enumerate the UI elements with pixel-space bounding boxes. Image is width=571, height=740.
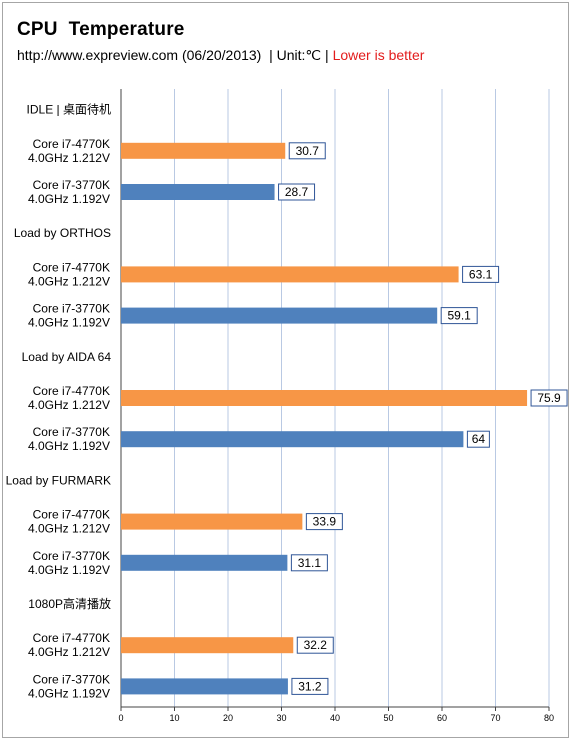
category-label: Core i7-3770K <box>33 425 110 439</box>
x-tick-label: 30 <box>276 713 286 723</box>
data-label-box <box>305 513 343 531</box>
chart-title: CPU Temperature <box>17 19 185 40</box>
data-label: 59.1 <box>448 309 472 323</box>
category-label: 4.0GHz 1.192V <box>28 686 110 700</box>
category-label: 4.0GHz 1.212V <box>28 645 110 659</box>
category-label: Core i7-3770K <box>33 302 110 316</box>
category-label: Core i7-4770K <box>33 384 110 398</box>
bar-4770k <box>121 266 459 283</box>
category-label: 4.0GHz 1.192V <box>28 439 110 453</box>
subtitle-note: Lower is better <box>332 47 425 63</box>
x-tick-label: 0 <box>118 713 123 723</box>
category-label: Core i7-4770K <box>33 137 110 151</box>
x-tick-label: 50 <box>383 713 393 723</box>
category-label: Core i7-4770K <box>33 260 110 274</box>
x-tick-label: 10 <box>169 713 179 723</box>
data-label-box <box>462 265 500 283</box>
group-label: Load by AIDA 64 <box>22 350 112 364</box>
data-label-box <box>530 389 568 407</box>
bar-3770k <box>121 678 288 695</box>
category-label: Core i7-4770K <box>33 631 110 645</box>
bar-4770k <box>121 142 286 159</box>
x-tick-label: 40 <box>330 713 340 723</box>
category-label: 4.0GHz 1.212V <box>28 151 110 165</box>
data-label-box <box>296 636 334 654</box>
bar-3770k <box>121 431 464 448</box>
data-label-box <box>290 554 328 572</box>
bar-4770k <box>121 513 303 530</box>
data-label-box <box>466 430 490 448</box>
bar-3770k <box>121 184 275 200</box>
x-tick-label: 70 <box>490 713 500 723</box>
data-label-box <box>278 183 316 201</box>
bar-4770k <box>121 390 528 406</box>
group-label: Load by FURMARK <box>6 473 111 487</box>
data-label-box <box>440 307 478 325</box>
data-label: 31.1 <box>298 556 322 570</box>
data-label: 33.9 <box>313 515 337 529</box>
category-label: 4.0GHz 1.212V <box>28 274 110 288</box>
x-tick-label: 80 <box>544 713 554 723</box>
group-label: 1080P高清播放 <box>28 596 111 611</box>
data-label-box <box>288 142 326 160</box>
data-label-box <box>291 677 329 695</box>
category-label: Core i7-4770K <box>33 508 110 522</box>
data-label: 28.7 <box>285 185 309 199</box>
category-label: 4.0GHz 1.192V <box>28 316 110 330</box>
x-tick-label: 20 <box>223 713 233 723</box>
group-label: Load by ORTHOS <box>14 226 111 240</box>
category-label: 4.0GHz 1.192V <box>28 563 110 577</box>
category-label: Core i7-3770K <box>33 549 110 563</box>
category-label: 4.0GHz 1.192V <box>28 192 110 206</box>
subtitle-source: http://www.expreview.com (06/20/2013) | … <box>17 47 333 63</box>
chart-subtitle: http://www.expreview.com (06/20/2013) | … <box>17 47 424 64</box>
data-label: 31.2 <box>298 679 322 693</box>
bar-3770k <box>121 307 438 324</box>
data-label: 32.2 <box>304 638 328 652</box>
group-label: IDLE | 桌面待机 <box>27 103 111 117</box>
data-label: 30.7 <box>296 144 320 158</box>
category-label: 4.0GHz 1.212V <box>28 522 110 536</box>
category-label: 4.0GHz 1.212V <box>28 398 110 412</box>
data-label: 75.9 <box>537 391 561 405</box>
data-label: 64 <box>472 432 486 446</box>
x-tick-label: 60 <box>437 713 447 723</box>
bar-4770k <box>121 637 294 654</box>
category-label: Core i7-3770K <box>33 178 110 192</box>
bar-3770k <box>121 554 288 571</box>
data-label: 63.1 <box>469 267 493 281</box>
category-label: Core i7-3770K <box>33 672 110 686</box>
